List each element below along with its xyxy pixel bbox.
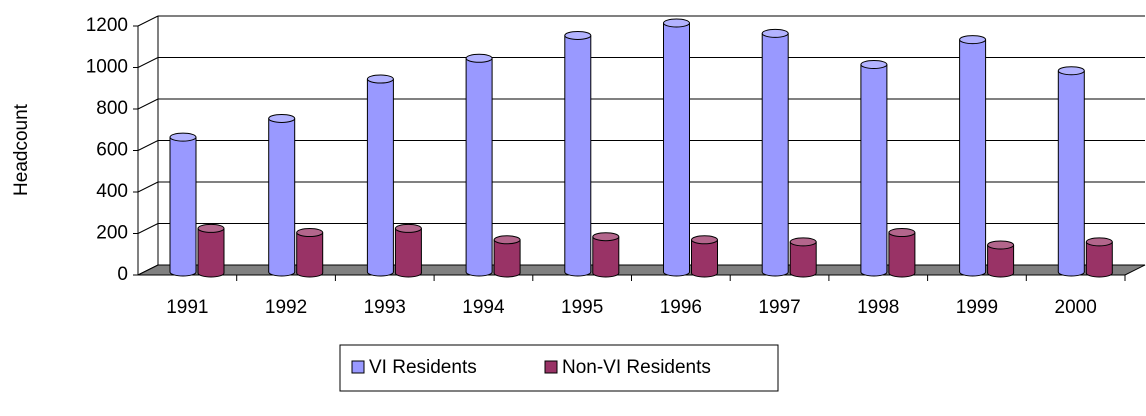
bar	[466, 58, 493, 273]
y-tick-label: 600	[96, 140, 128, 161]
cylinder-top	[296, 228, 324, 238]
cylinder-top	[1057, 66, 1085, 76]
legend-label: Non-VI Residents	[562, 357, 711, 378]
cylinder-top	[789, 237, 817, 247]
y-tick-label: 1200	[86, 15, 128, 36]
legend-box	[339, 344, 779, 392]
x-tick-label: 1999	[956, 297, 998, 318]
cylinder-top	[366, 74, 394, 84]
x-tick-label: 1994	[462, 297, 505, 318]
x-tick-label: 1995	[561, 297, 603, 318]
cylinder-top	[564, 30, 592, 40]
bar	[888, 232, 915, 273]
y-tick-label: 200	[96, 223, 128, 244]
cylinder-top	[860, 60, 888, 69]
legend-swatch	[544, 360, 558, 374]
grid-side	[137, 223, 159, 234]
cylinder-top	[888, 228, 916, 238]
x-tick-label: 1992	[265, 297, 307, 318]
cylinder-top	[592, 232, 620, 242]
x-tick-label: 1997	[758, 297, 800, 318]
grid-side	[137, 15, 159, 27]
y-axis-label: Headcount	[11, 103, 32, 196]
cylinder-top	[268, 113, 296, 123]
bar	[592, 236, 619, 273]
cylinder-top	[959, 35, 987, 45]
grid-side	[137, 140, 159, 151]
x-tick-label: 1996	[660, 297, 702, 318]
bar	[987, 244, 1014, 273]
grid-side	[137, 181, 159, 193]
cylinder-top	[394, 223, 422, 233]
bar	[268, 118, 295, 272]
bar	[1086, 241, 1113, 273]
bar	[959, 39, 986, 272]
cylinder-top	[197, 223, 225, 233]
cylinder-top	[169, 132, 197, 142]
bar	[663, 23, 690, 272]
bar	[790, 241, 817, 273]
y-tick-label: 800	[96, 98, 128, 119]
x-tick-label: 2000	[1055, 297, 1097, 318]
cylinder-top	[493, 235, 521, 245]
cylinder-top	[1085, 237, 1113, 247]
legend-swatch	[351, 360, 365, 374]
cylinder-top	[465, 53, 493, 63]
x-tick-label: 1993	[364, 297, 406, 318]
cylinder-top	[691, 235, 718, 245]
x-tick-label: 1998	[857, 297, 899, 318]
bar	[296, 232, 323, 273]
bar	[494, 239, 521, 273]
cylinder-top	[761, 28, 789, 38]
y-tick-label: 1000	[86, 57, 128, 78]
bar	[691, 239, 718, 273]
legend-label: VI Residents	[369, 357, 477, 378]
bar	[1058, 70, 1085, 272]
cylinder-top	[987, 240, 1015, 250]
y-tick-label: 0	[117, 264, 128, 285]
y-tick-label: 400	[96, 181, 128, 202]
x-tick-label: 1991	[166, 297, 208, 318]
bar	[170, 137, 196, 272]
bar	[564, 35, 591, 273]
bar	[762, 33, 789, 272]
bar	[395, 228, 422, 273]
grid-side	[137, 98, 159, 110]
bar	[860, 64, 887, 272]
grid-side	[137, 57, 159, 68]
bar	[367, 79, 394, 273]
cylinder-top	[663, 18, 690, 28]
bar	[198, 228, 224, 273]
